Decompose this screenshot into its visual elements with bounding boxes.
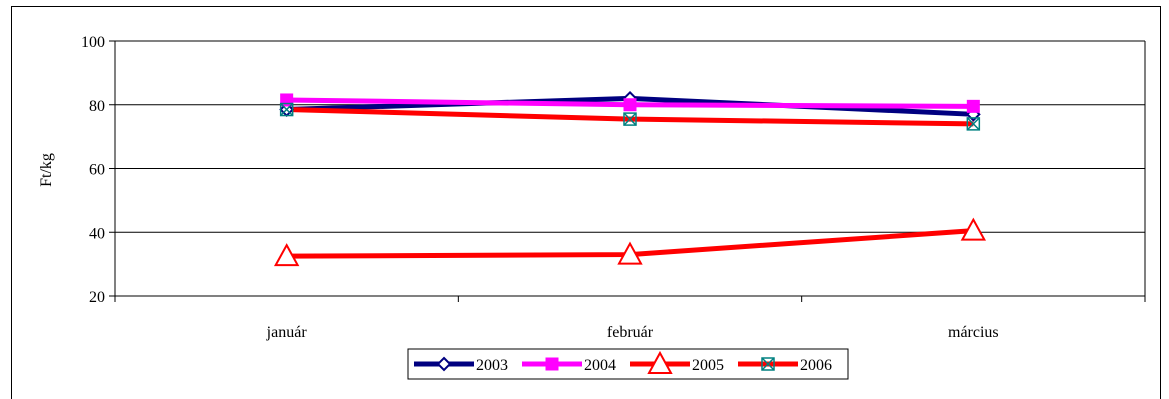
y-tick-label: 20 bbox=[89, 289, 105, 306]
y-tick-labels: 20 40 60 80 100 bbox=[81, 34, 105, 306]
legend-marker bbox=[545, 357, 559, 371]
x-tick-labels: január február március bbox=[266, 324, 999, 341]
legend-item: 2003 bbox=[414, 356, 508, 374]
legend-label: 2005 bbox=[692, 357, 724, 374]
data-point-2006 bbox=[279, 102, 294, 117]
x-tick-label: február bbox=[607, 324, 654, 341]
series-group bbox=[273, 90, 987, 267]
legend-marker bbox=[436, 356, 452, 372]
axes bbox=[109, 40, 1146, 302]
legend-item: 2005 bbox=[630, 350, 724, 374]
data-point-2005 bbox=[960, 217, 987, 241]
data-point-2004 bbox=[966, 99, 980, 113]
legend-label: 2004 bbox=[584, 357, 616, 374]
data-point-2006 bbox=[966, 117, 981, 131]
chart-frame bbox=[11, 6, 1161, 399]
legend-label: 2006 bbox=[800, 357, 832, 374]
legend: 2003 2004 2005 2006 bbox=[407, 348, 849, 380]
legend-label: 2003 bbox=[476, 357, 508, 374]
data-point-2005 bbox=[617, 241, 643, 265]
y-tick-label: 100 bbox=[81, 34, 105, 51]
data-point-2005 bbox=[273, 243, 300, 267]
data-point-2004 bbox=[623, 98, 637, 112]
y-tick-label: 80 bbox=[89, 98, 105, 115]
x-tick-label: január bbox=[266, 324, 308, 341]
y-axis-label: Ft/kg bbox=[38, 153, 55, 187]
legend-marker bbox=[647, 350, 673, 374]
x-tick-label: március bbox=[948, 324, 999, 341]
y-tick-label: 40 bbox=[89, 225, 105, 242]
legend-item: 2004 bbox=[522, 357, 616, 374]
legend-item: 2006 bbox=[738, 357, 832, 374]
y-tick-label: 60 bbox=[89, 162, 105, 179]
data-point-2006 bbox=[623, 112, 637, 126]
gridlines bbox=[115, 40, 1145, 233]
legend-marker bbox=[761, 357, 775, 371]
